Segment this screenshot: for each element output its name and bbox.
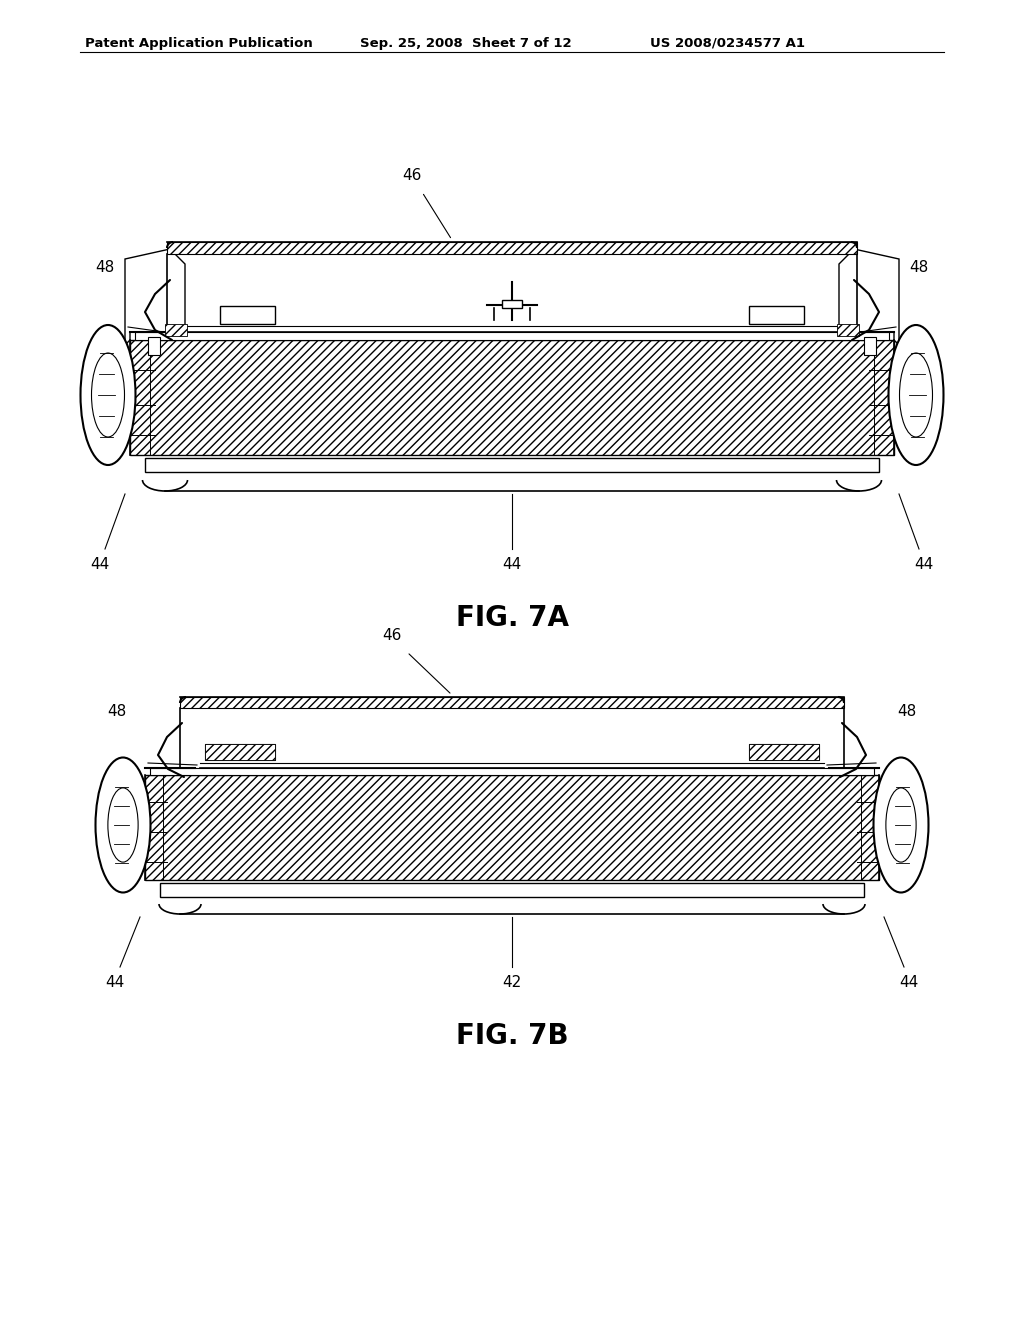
Polygon shape xyxy=(125,249,185,345)
Bar xyxy=(150,768,874,775)
Text: 48: 48 xyxy=(108,704,127,718)
Bar xyxy=(135,333,889,341)
Text: 48: 48 xyxy=(95,260,115,275)
Text: 46: 46 xyxy=(402,168,422,183)
Text: 48: 48 xyxy=(909,260,929,275)
Text: FIG. 7B: FIG. 7B xyxy=(456,1022,568,1049)
Text: US 2008/0234577 A1: US 2008/0234577 A1 xyxy=(650,37,805,50)
Bar xyxy=(220,306,275,323)
Bar xyxy=(180,697,844,708)
Text: 44: 44 xyxy=(105,975,125,990)
Bar xyxy=(864,337,876,355)
Bar xyxy=(749,306,804,323)
Text: 46: 46 xyxy=(382,628,401,643)
Bar xyxy=(145,775,879,880)
Polygon shape xyxy=(839,249,899,345)
Ellipse shape xyxy=(886,788,916,862)
Bar xyxy=(167,242,857,253)
Bar xyxy=(837,323,859,337)
Bar xyxy=(749,744,819,760)
Ellipse shape xyxy=(889,325,943,465)
Text: Patent Application Publication: Patent Application Publication xyxy=(85,37,312,50)
Bar xyxy=(749,744,819,760)
Bar xyxy=(205,744,275,760)
Bar xyxy=(205,744,275,760)
Ellipse shape xyxy=(81,325,135,465)
Text: 42: 42 xyxy=(503,975,521,990)
Text: 44: 44 xyxy=(914,557,934,572)
Ellipse shape xyxy=(873,758,929,892)
Text: 44: 44 xyxy=(90,557,110,572)
Ellipse shape xyxy=(108,788,138,862)
Text: 44: 44 xyxy=(899,975,919,990)
Bar xyxy=(130,341,894,455)
Text: FIG. 7A: FIG. 7A xyxy=(456,605,568,632)
Text: 48: 48 xyxy=(897,704,916,718)
Bar xyxy=(148,337,160,355)
Bar xyxy=(165,323,187,337)
Ellipse shape xyxy=(95,758,151,892)
Ellipse shape xyxy=(91,352,125,437)
Text: 44: 44 xyxy=(503,557,521,572)
Text: Sep. 25, 2008  Sheet 7 of 12: Sep. 25, 2008 Sheet 7 of 12 xyxy=(360,37,571,50)
Bar xyxy=(502,300,522,308)
Bar xyxy=(145,458,879,473)
Ellipse shape xyxy=(899,352,933,437)
Bar xyxy=(160,883,864,898)
